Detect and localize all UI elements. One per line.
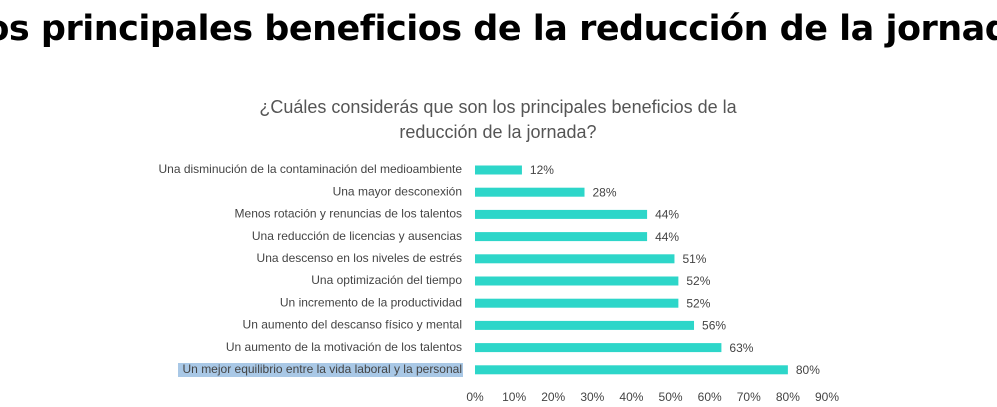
chart-subtitle: reducción de la jornada? (399, 122, 596, 142)
bar (475, 165, 522, 175)
x-tick-label: 50% (659, 390, 683, 404)
bar (475, 254, 675, 264)
x-tick-label: 30% (580, 390, 604, 404)
bar (475, 276, 679, 286)
bar (475, 209, 648, 219)
data-label: 80% (796, 363, 820, 377)
category-label: Un aumento de la motivación de los talen… (226, 340, 462, 354)
x-tick-label: 0% (466, 390, 484, 404)
category-label: Una reducción de licencias y ausencias (252, 229, 462, 243)
bar (475, 298, 679, 308)
category-label: Una optimización del tiempo (311, 273, 462, 287)
category-label: Un incremento de la productividad (280, 295, 462, 309)
category-label: Una descenso en los niveles de estrés (257, 251, 462, 265)
x-tick-label: 10% (502, 390, 526, 404)
x-tick-label: 90% (815, 390, 839, 404)
x-tick-label: 80% (776, 390, 800, 404)
bar (475, 343, 722, 353)
data-label: 51% (682, 252, 706, 266)
category-label: Un aumento del descanso físico y mental (243, 318, 462, 332)
data-label: 56% (702, 319, 726, 333)
chart-subtitle: ¿Cuáles considerás que son los principal… (259, 97, 737, 117)
data-label: 52% (686, 274, 710, 288)
x-tick-label: 60% (698, 390, 722, 404)
category-label: Un mejor equilibrio entre la vida labora… (183, 362, 462, 376)
selection-highlight (178, 363, 463, 377)
category-label: Menos rotación y renuncias de los talent… (235, 207, 462, 221)
bar (475, 320, 695, 330)
x-tick-label: 40% (619, 390, 643, 404)
x-tick-label: 20% (541, 390, 565, 404)
data-label: 52% (686, 296, 710, 310)
category-label: Una disminución de la contaminación del … (158, 162, 462, 176)
bar (475, 365, 788, 375)
x-tick-label: 70% (737, 390, 761, 404)
data-label: 63% (729, 341, 753, 355)
bar (475, 232, 648, 242)
category-label: Una mayor desconexión (333, 184, 462, 198)
data-label: 12% (530, 163, 554, 177)
data-label: 44% (655, 208, 679, 222)
data-label: 28% (593, 185, 617, 199)
data-label: 44% (655, 230, 679, 244)
bar (475, 187, 585, 197)
chart-title: Los principales beneficios de la reducci… (0, 9, 997, 49)
